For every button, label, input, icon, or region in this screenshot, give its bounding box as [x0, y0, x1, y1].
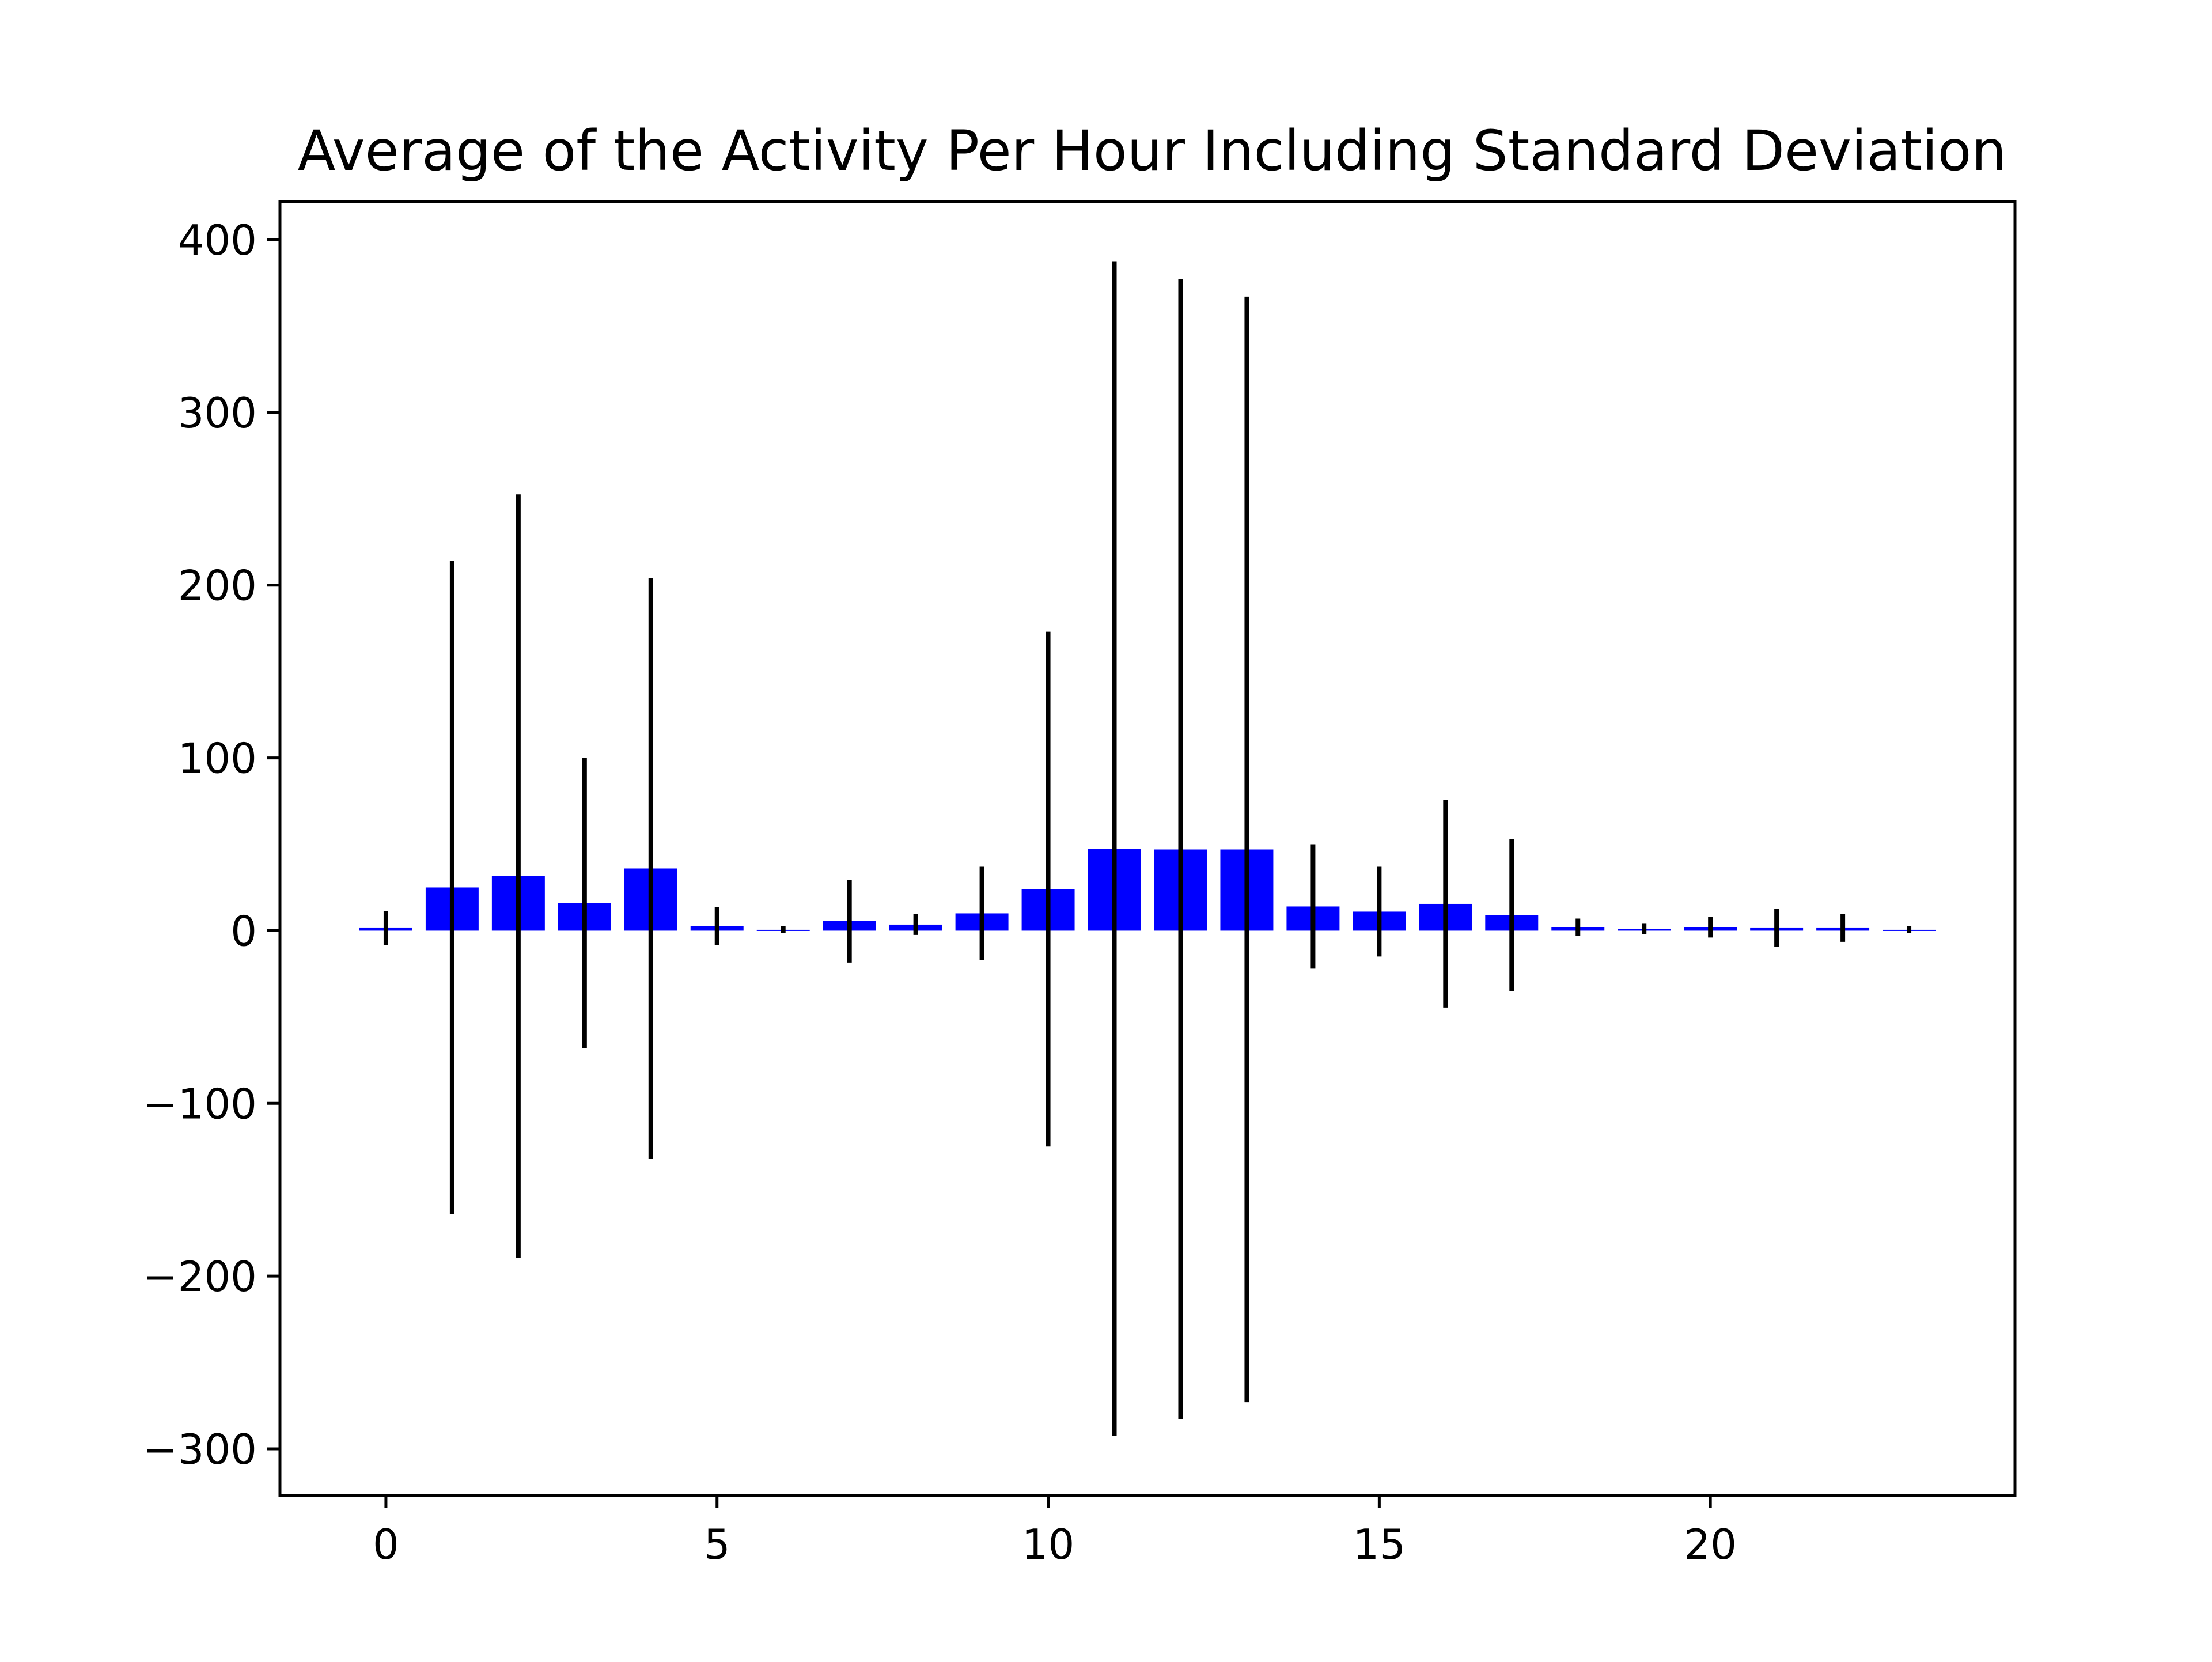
chart-title: Average of the Activity Per Hour Includi… — [298, 119, 2006, 183]
x-axis: 0 5 10 15 20 — [373, 1496, 1737, 1569]
y-tick-label: −300 — [143, 1425, 257, 1474]
y-tick-label: −200 — [143, 1252, 257, 1301]
y-tick-label: 200 — [178, 562, 257, 610]
x-tick-label: 20 — [1684, 1520, 1737, 1569]
plot-frame — [278, 200, 2017, 1497]
y-tick-label: −100 — [143, 1080, 257, 1128]
x-tick-label: 10 — [1022, 1520, 1075, 1569]
x-tick-label: 5 — [704, 1520, 730, 1569]
y-tick-label: 100 — [178, 735, 257, 783]
x-tick-label: 15 — [1353, 1520, 1406, 1569]
bars-layer — [359, 849, 1936, 931]
y-axis: −300 −200 −100 0 100 200 300 400 — [143, 216, 280, 1474]
error-bars-layer — [383, 261, 1912, 1436]
y-tick-label: 0 — [230, 907, 257, 955]
x-tick-label: 0 — [373, 1520, 399, 1569]
y-tick-label: 400 — [178, 216, 257, 264]
y-tick-label: 300 — [178, 389, 257, 437]
